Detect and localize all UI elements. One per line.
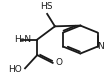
Text: HO: HO <box>9 65 22 74</box>
Text: N: N <box>97 42 104 51</box>
Text: HS: HS <box>40 2 52 11</box>
Text: H₂N: H₂N <box>14 35 31 44</box>
Text: O: O <box>55 58 62 67</box>
